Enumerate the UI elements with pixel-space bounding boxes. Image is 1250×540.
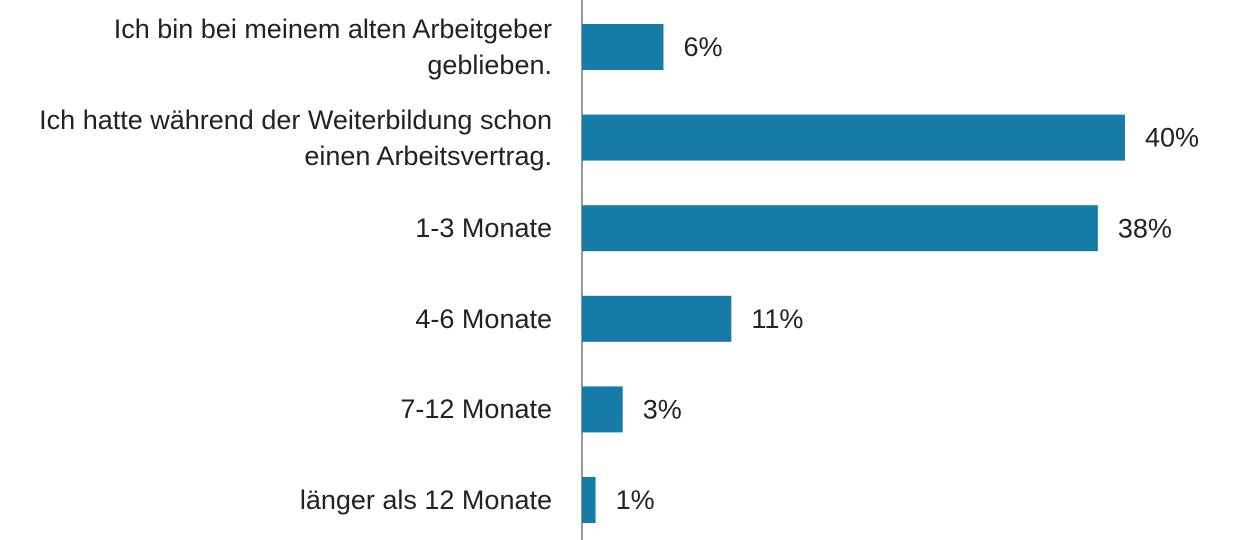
bar bbox=[582, 386, 623, 433]
category-label: 4-6 Monate bbox=[415, 303, 552, 334]
bar bbox=[582, 24, 664, 70]
bar bbox=[582, 205, 1098, 252]
category-label: 1-3 Monate bbox=[415, 213, 552, 244]
category-label: 7-12 Monate bbox=[400, 394, 552, 425]
category-label: Ich hatte während der Weiterbildung scho… bbox=[39, 104, 552, 171]
value-label: 40% bbox=[1145, 123, 1199, 153]
value-label: 6% bbox=[683, 32, 722, 62]
value-label: 38% bbox=[1118, 213, 1172, 243]
category-label: länger als 12 Monate bbox=[299, 485, 552, 515]
bar bbox=[582, 477, 596, 523]
bar bbox=[582, 114, 1125, 161]
value-label: 11% bbox=[751, 304, 803, 334]
bar bbox=[582, 295, 732, 342]
value-label: 1% bbox=[616, 485, 655, 515]
category-label: Ich bin bei meinem alten Arbeitgeber geb… bbox=[113, 14, 552, 80]
value-label: 3% bbox=[643, 395, 682, 425]
